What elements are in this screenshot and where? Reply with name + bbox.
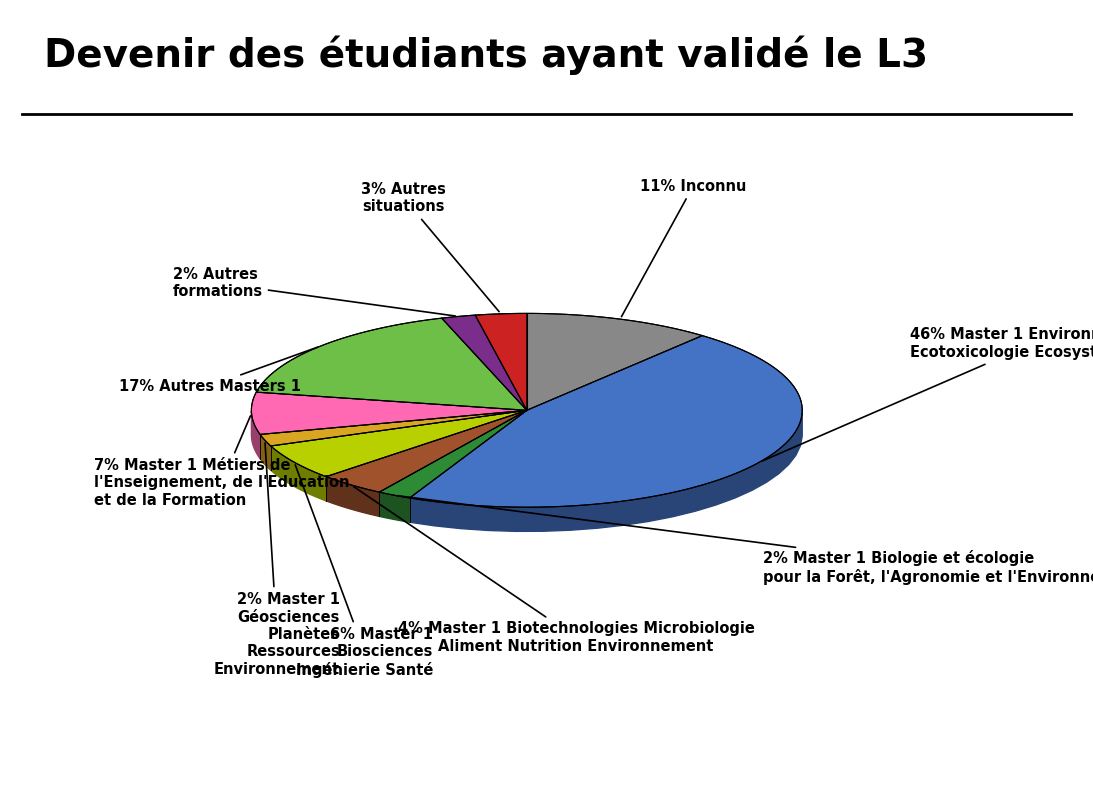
- Text: 17% Autres Masters 1: 17% Autres Masters 1: [119, 347, 318, 394]
- Polygon shape: [527, 313, 703, 410]
- Polygon shape: [410, 412, 802, 532]
- Polygon shape: [379, 492, 410, 522]
- Polygon shape: [260, 434, 271, 470]
- Polygon shape: [271, 410, 527, 477]
- Polygon shape: [475, 313, 527, 410]
- Polygon shape: [410, 336, 802, 507]
- Text: 6% Master 1
Biosciences
Ingénierie Santé: 6% Master 1 Biosciences Ingénierie Santé: [295, 465, 434, 678]
- Text: 2% Autres
formations: 2% Autres formations: [173, 267, 456, 316]
- Polygon shape: [251, 392, 527, 434]
- Polygon shape: [251, 411, 260, 458]
- Text: 4% Master 1 Biotechnologies Microbiologie
Aliment Nutrition Environnement: 4% Master 1 Biotechnologies Microbiologi…: [353, 486, 754, 654]
- Text: 2% Master 1 Biologie et écologie
pour la Forêt, l'Agronomie et l'Environnement: 2% Master 1 Biologie et écologie pour la…: [397, 496, 1093, 585]
- Polygon shape: [326, 477, 379, 516]
- Text: Devenir des étudiants ayant validé le L3: Devenir des étudiants ayant validé le L3: [44, 36, 928, 76]
- Polygon shape: [271, 446, 326, 501]
- Text: L3 Sciences de la Vie – site de Metz – promotions 2013-14 + 2014-15: L3 Sciences de la Vie – site de Metz – p…: [233, 752, 860, 770]
- Text: 11% Inconnu: 11% Inconnu: [622, 179, 747, 316]
- Text: 2% Master 1
Géosciences
Planètes
Ressources
Environnement: 2% Master 1 Géosciences Planètes Ressour…: [214, 443, 340, 677]
- Polygon shape: [379, 410, 527, 498]
- Text: 46% Master 1 Environnement
Ecotoxicologie Ecosystèmes: 46% Master 1 Environnement Ecotoxicologi…: [762, 327, 1093, 461]
- Text: DE LORRAINE: DE LORRAINE: [30, 765, 102, 775]
- Text: 7% Master 1 Métiers de
l'Enseignement, de l'Education
et de la Formation: 7% Master 1 Métiers de l'Enseignement, d…: [94, 416, 350, 508]
- Polygon shape: [326, 410, 527, 492]
- Polygon shape: [442, 315, 527, 410]
- Text: 2: 2: [1054, 752, 1067, 771]
- Polygon shape: [256, 318, 527, 410]
- Text: 3% Autres
situations: 3% Autres situations: [362, 182, 500, 312]
- Text: UNIVERSITÉ: UNIVERSITÉ: [33, 748, 98, 757]
- Polygon shape: [260, 410, 527, 446]
